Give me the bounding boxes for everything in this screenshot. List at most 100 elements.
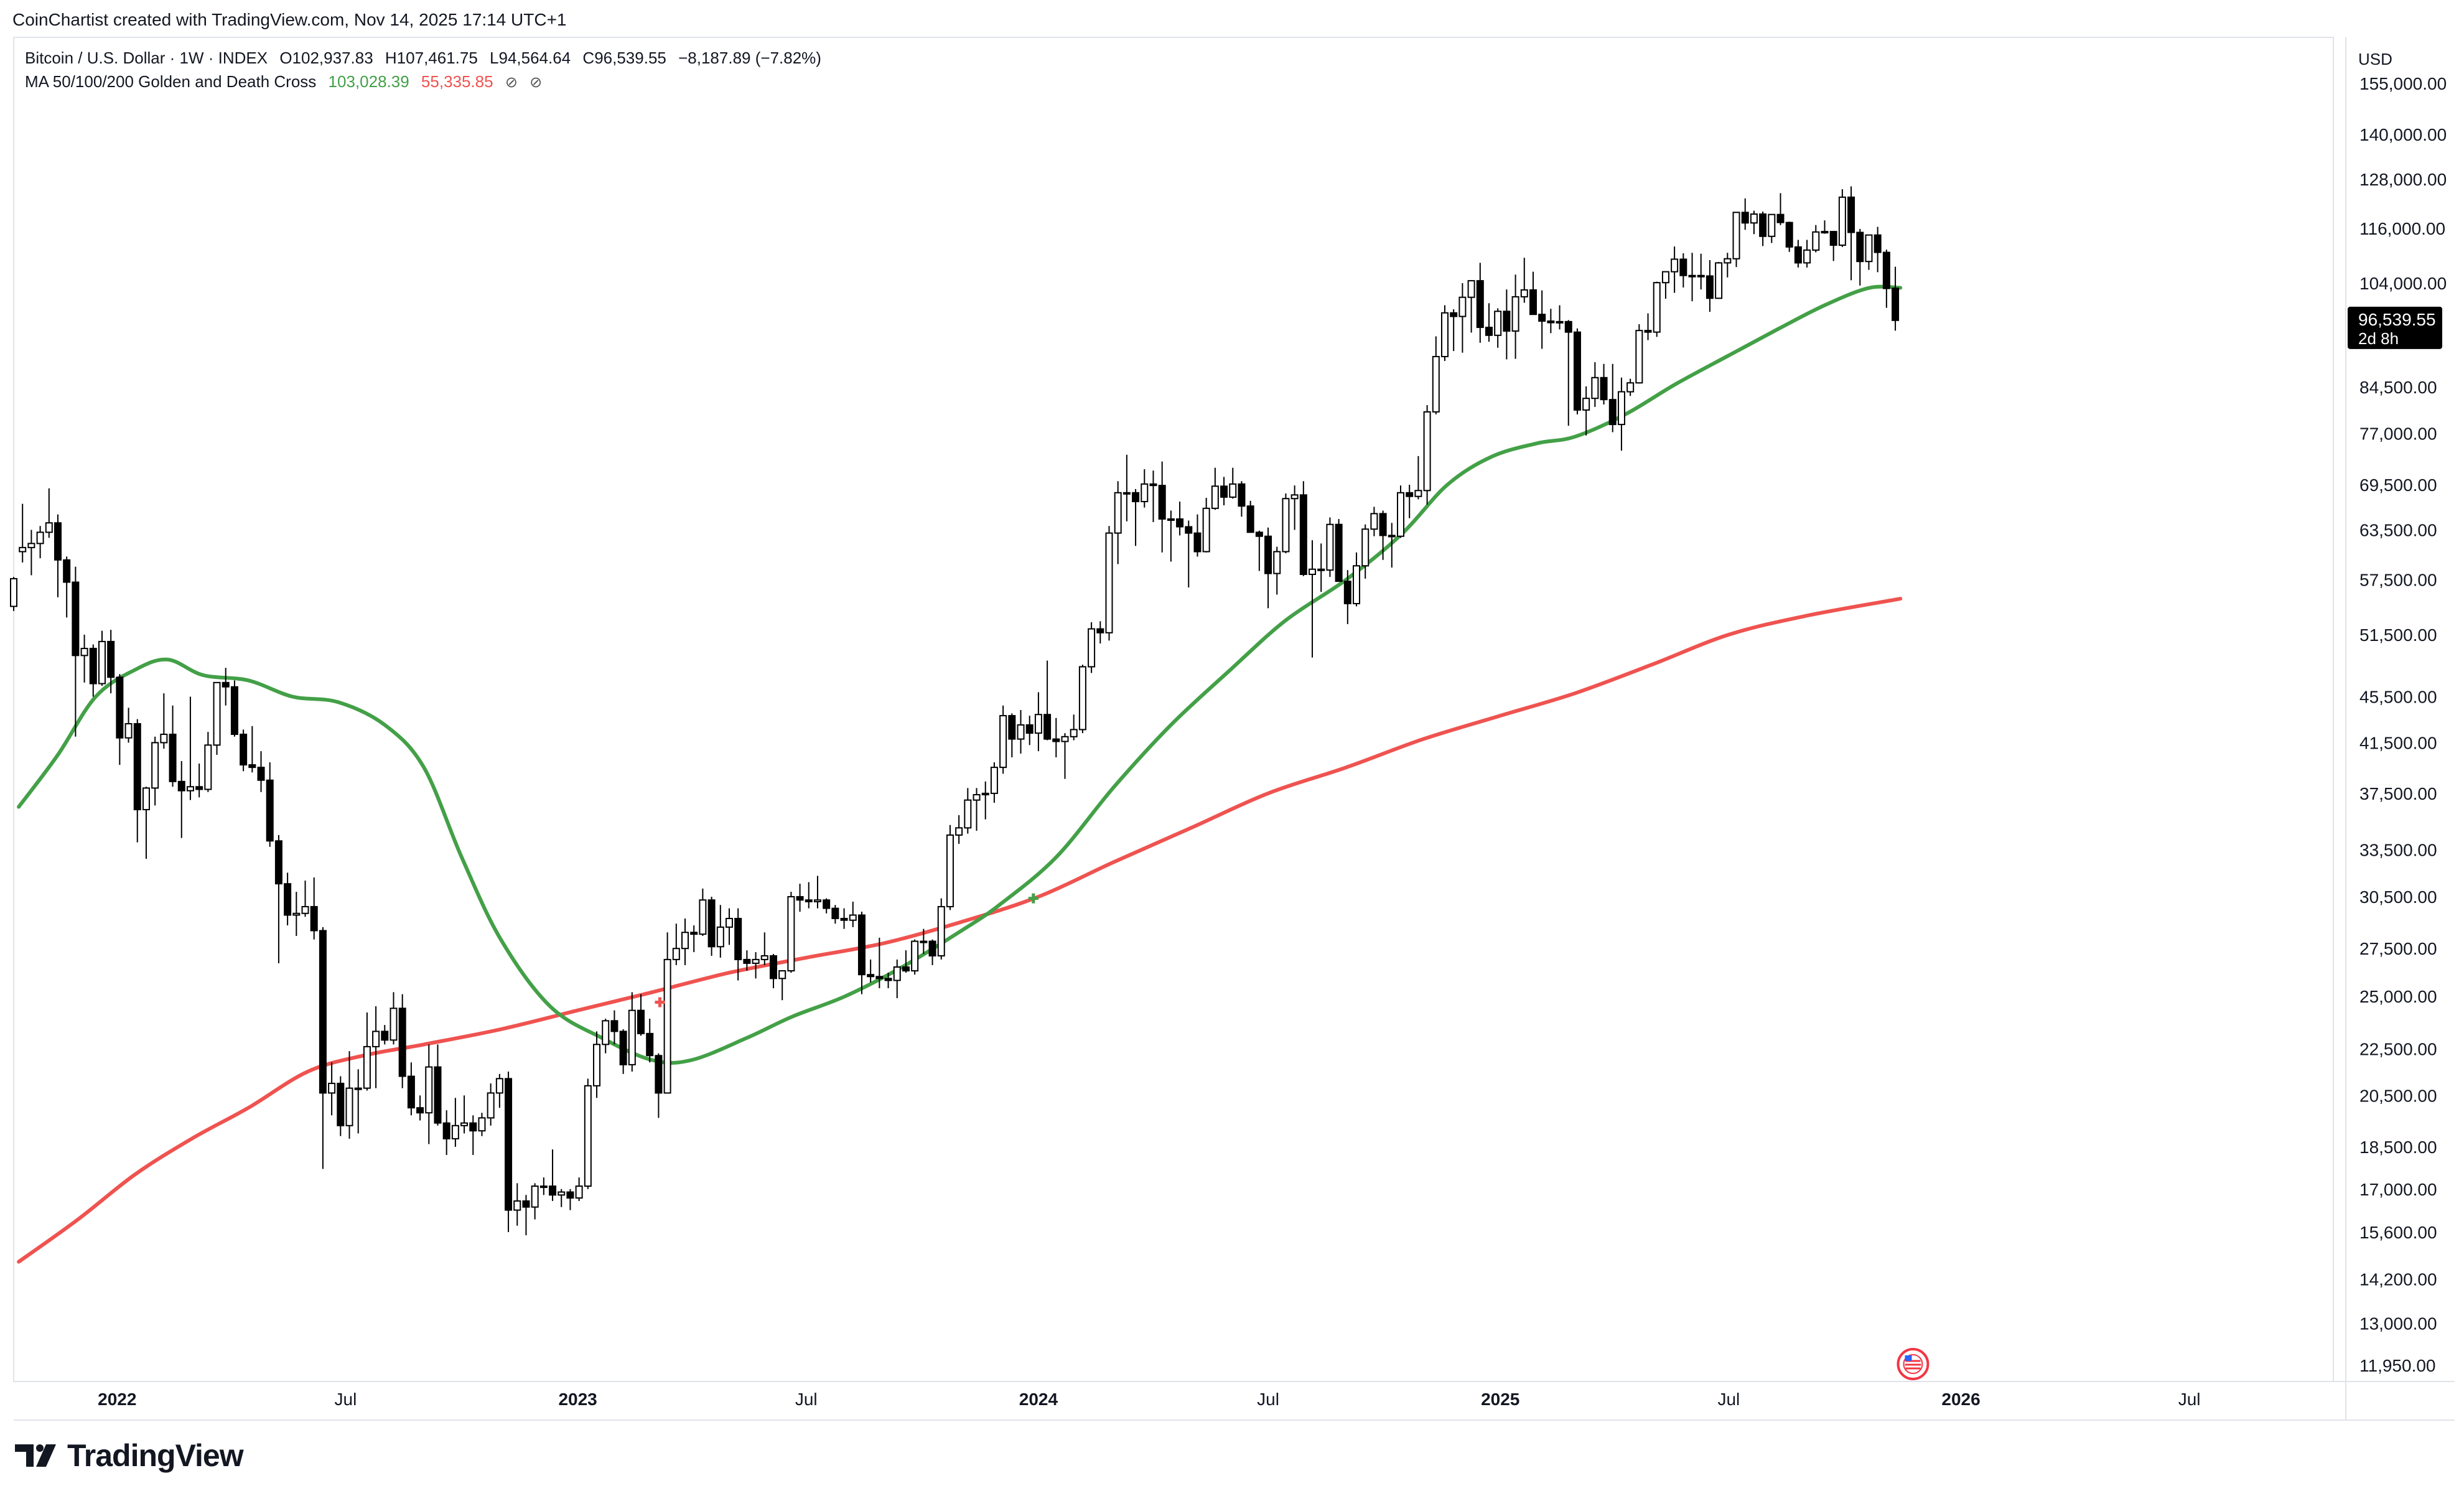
candle-body [1088, 628, 1096, 668]
candle-body [292, 912, 301, 916]
candle-body [478, 1117, 486, 1132]
candle-body [1361, 528, 1370, 567]
candle-body [1158, 485, 1166, 520]
candle-body [928, 940, 936, 956]
candle-body [1856, 231, 1864, 263]
candle-body [769, 955, 777, 979]
ohlc-low: L94,564.64 [490, 49, 571, 67]
candle-body [1803, 249, 1811, 264]
candle-body [1741, 212, 1749, 224]
indicator-name[interactable]: MA 50/100/200 Golden and Death Cross [25, 72, 317, 91]
price-tick-label: 155,000.00 [2359, 74, 2447, 93]
candle-body [390, 1007, 398, 1041]
candle-body [1025, 724, 1034, 734]
candle-body [1706, 275, 1714, 299]
candle-body [1476, 280, 1484, 329]
candle-body [1608, 399, 1617, 426]
candle-body [186, 786, 194, 792]
candle-body [63, 559, 71, 583]
price-tick-label: 20,500.00 [2359, 1086, 2437, 1105]
candle-body [973, 794, 981, 801]
candle-body [1467, 280, 1475, 298]
candle-body [451, 1124, 459, 1139]
tradingview-logo-icon [15, 1442, 61, 1469]
eye-slash-icon[interactable]: ⊘ [530, 74, 543, 91]
candle-body [1290, 494, 1299, 500]
candle-body [1141, 483, 1149, 503]
candle-body [363, 1045, 371, 1089]
candle-body [1185, 526, 1193, 534]
candle-body [407, 1075, 415, 1109]
candle-body [116, 676, 124, 739]
candle-body [142, 787, 150, 811]
candle-body [45, 522, 53, 533]
price-tick-label: 84,500.00 [2359, 378, 2437, 397]
candle-body [1379, 513, 1387, 536]
candle-body [1776, 213, 1785, 223]
candle-body [1299, 494, 1307, 575]
tradingview-logo[interactable]: TradingView [15, 1438, 244, 1474]
price-tick-label: 14,200.00 [2359, 1269, 2437, 1289]
time-tick-label: Jul [2178, 1390, 2201, 1409]
candle-body [19, 546, 27, 553]
candle-body [628, 1009, 636, 1065]
last-price-tag[interactable] [2348, 306, 2442, 349]
candle-body [1573, 331, 1581, 411]
last-price-label: 96,539.55 [2358, 310, 2436, 329]
time-tick-label: 2025 [1481, 1390, 1519, 1409]
candle-body [1591, 376, 1599, 400]
candle-body [495, 1078, 503, 1094]
candle-body [1043, 714, 1052, 740]
candle-body [169, 733, 177, 782]
price-tick-label: 22,500.00 [2359, 1039, 2437, 1059]
price-tick-label: 104,000.00 [2359, 274, 2447, 293]
time-tick-label: 2022 [98, 1390, 136, 1409]
candle-body [487, 1092, 495, 1119]
currency-label[interactable]: USD [2358, 50, 2392, 68]
candle-body [274, 840, 282, 885]
eye-slash-icon[interactable]: ⊘ [505, 74, 518, 91]
candle-body [337, 1082, 345, 1126]
candle-body [610, 1020, 618, 1032]
candle-body [1423, 411, 1431, 492]
us-flag-canton [1905, 1355, 1912, 1361]
price-change: −8,187.89 (−7.82%) [678, 49, 821, 67]
candle-body [1511, 296, 1519, 332]
candle-body [778, 970, 786, 979]
candle-body [1865, 234, 1873, 263]
indicator-info-line: MA 50/100/200 Golden and Death Cross 103… [25, 72, 549, 91]
candle-body [89, 648, 97, 685]
candle-body [1715, 262, 1723, 299]
candle-body [1229, 483, 1237, 498]
candle-body [1829, 231, 1837, 246]
candle-body [460, 1122, 469, 1126]
candle-body [805, 899, 813, 902]
candle-body [1458, 296, 1467, 317]
candle-body [1211, 485, 1219, 509]
candle-body [1282, 498, 1290, 553]
candle-body [177, 780, 185, 792]
candle-body [1017, 724, 1025, 740]
candle-body [1635, 330, 1643, 384]
candle-body [1661, 271, 1669, 284]
candle-body [558, 1191, 566, 1196]
candle-body [1132, 492, 1140, 503]
candle-body [1406, 492, 1414, 497]
candle-body [1564, 320, 1572, 333]
candle-body [1600, 376, 1608, 401]
symbol-name[interactable]: Bitcoin / U.S. Dollar · 1W · INDEX [25, 49, 268, 67]
candle-body [1388, 535, 1396, 538]
candle-body [823, 899, 831, 909]
price-tick-label: 11,950.00 [2359, 1356, 2436, 1375]
candle-body [151, 742, 159, 789]
candle-body [1414, 490, 1422, 497]
price-tick-label: 17,000.00 [2359, 1180, 2437, 1199]
candle-body [1149, 483, 1157, 487]
price-tick-label: 27,500.00 [2359, 939, 2437, 958]
price-tick-label: 18,500.00 [2359, 1138, 2437, 1157]
candle-body [1671, 258, 1679, 273]
candle-body [716, 926, 724, 948]
candle-body [1679, 258, 1687, 276]
candle-body [72, 581, 80, 657]
